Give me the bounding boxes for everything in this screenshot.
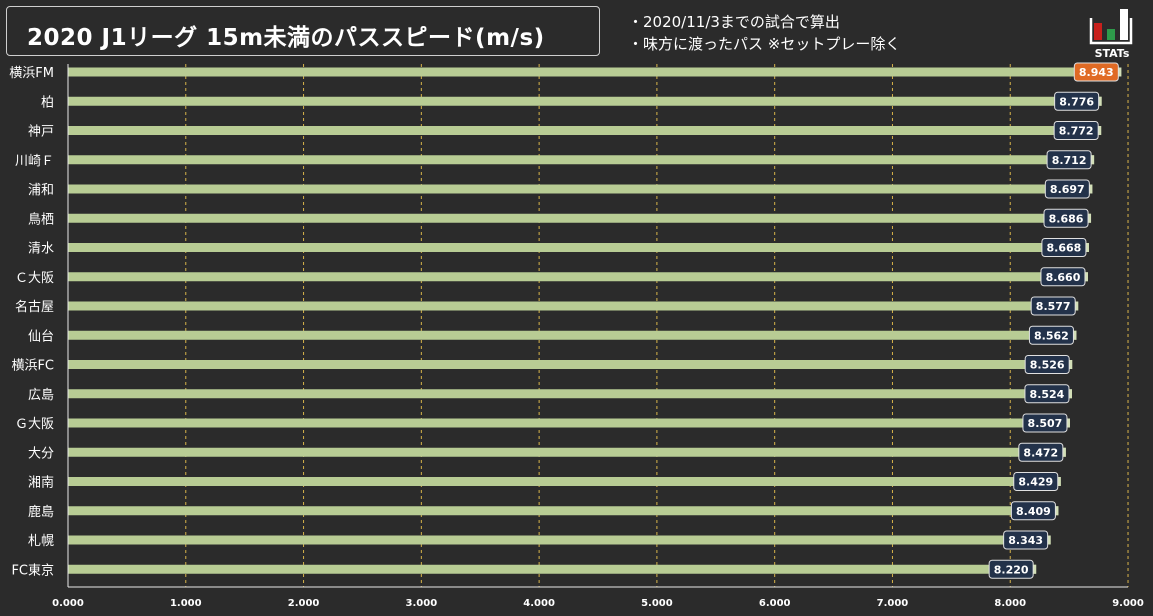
- category-label: 横浜FM: [9, 66, 54, 81]
- value-label: 8.429: [1018, 476, 1053, 489]
- bar: [68, 155, 1095, 165]
- bar: [68, 506, 1059, 516]
- value-label: 8.697: [1050, 183, 1085, 196]
- bar: [68, 126, 1102, 135]
- bar: [68, 330, 1077, 340]
- bar: [68, 301, 1079, 311]
- value-label: 8.772: [1059, 125, 1094, 138]
- x-tick-label: 2.000: [288, 598, 320, 609]
- bar: [68, 243, 1089, 252]
- value-label: 8.686: [1049, 212, 1084, 225]
- value-label: 8.712: [1052, 154, 1087, 167]
- value-label-box: [988, 559, 1034, 579]
- category-label: 神戸: [28, 125, 54, 140]
- value-label-box: [1046, 150, 1092, 170]
- category-label: 横浜FC: [11, 359, 54, 374]
- value-label-box: [1054, 91, 1100, 111]
- value-label-box: [1041, 238, 1087, 257]
- value-label: 8.776: [1059, 95, 1094, 108]
- bar: [68, 96, 1102, 106]
- category-label: 浦和: [28, 183, 54, 198]
- value-label-box: [1028, 325, 1074, 345]
- note-pass-condition: ・味方に渡ったパス ※セットプレー除く: [628, 35, 901, 53]
- category-label: 柏: [41, 95, 54, 110]
- category-label: 清水: [28, 242, 54, 257]
- value-label: 8.526: [1030, 359, 1065, 372]
- value-label: 8.409: [1016, 505, 1051, 518]
- value-label-box: [1024, 384, 1070, 404]
- title-box: 2020 J1リーグ 15m未満のパススピード(m/s): [6, 6, 600, 56]
- value-label-box: [1003, 530, 1049, 550]
- logo-text: STATs: [1095, 47, 1130, 60]
- value-label: 8.220: [994, 563, 1029, 576]
- value-label-box: [1022, 413, 1068, 433]
- bar: [68, 272, 1088, 282]
- note-date-range: ・2020/11/3までの試合で算出: [628, 13, 840, 31]
- bar: [68, 389, 1072, 399]
- category-label: 大分: [28, 446, 54, 461]
- bar: [68, 213, 1092, 223]
- value-label: 8.524: [1030, 388, 1065, 401]
- logo-red-bar: [1094, 23, 1102, 40]
- bar: [68, 535, 1051, 545]
- category-label: 湘南: [28, 475, 54, 491]
- x-tick-label: 4.000: [523, 598, 555, 609]
- x-tick-label: 0.000: [52, 598, 84, 609]
- value-label: 8.943: [1079, 66, 1114, 79]
- x-tick-label: 9.000: [1112, 598, 1144, 609]
- value-label-box: [1053, 121, 1099, 140]
- x-tick-label: 1.000: [170, 598, 202, 609]
- bar-layer: 8.943 8.776 8.772 8.712 8.697 8.686 8.668 8.660…: [68, 62, 1122, 579]
- value-label-box: [1040, 267, 1086, 287]
- x-tick-label: 7.000: [877, 598, 909, 609]
- category-label: 仙台: [28, 329, 54, 344]
- logo-green-bar: [1107, 29, 1115, 40]
- value-label-box: [1013, 472, 1059, 491]
- value-label: 8.562: [1034, 329, 1069, 342]
- value-label: 8.343: [1008, 534, 1043, 547]
- bar: [68, 477, 1061, 486]
- x-tick-label: 5.000: [641, 598, 673, 609]
- value-label-box: [1073, 62, 1119, 82]
- value-label-box: [1030, 296, 1076, 316]
- value-label: 8.472: [1023, 446, 1058, 459]
- value-label: 8.507: [1028, 417, 1063, 430]
- category-label: 川崎Ｆ: [15, 154, 54, 169]
- value-label-box: [1043, 208, 1089, 228]
- bar: [68, 447, 1066, 457]
- bar: [68, 360, 1073, 369]
- category-label: 広島: [28, 388, 54, 403]
- axis-layer: 0.000 1.000 2.000 3.000 4.000 5.000 6.000 7.000…: [9, 64, 1144, 609]
- logo-white-bar: [1120, 9, 1128, 40]
- bar: [68, 184, 1093, 194]
- stats-logo: STATs: [1089, 9, 1133, 60]
- bar: [68, 418, 1070, 428]
- bar: [68, 564, 1037, 574]
- category-label: Ｃ大阪: [15, 271, 54, 286]
- value-label: 8.668: [1047, 242, 1082, 255]
- value-label-box: [1010, 501, 1056, 521]
- chart-title: 2020 J1リーグ 15m未満のパススピード(m/s): [27, 25, 545, 51]
- category-label: Ｇ大阪: [15, 417, 54, 432]
- x-tick-label: 8.000: [994, 598, 1026, 609]
- category-label: 札幌: [28, 533, 54, 549]
- value-label: 8.577: [1036, 300, 1071, 313]
- x-tick-label: 3.000: [406, 598, 438, 609]
- value-label-box: [1018, 442, 1064, 462]
- category-label: 鳥栖: [28, 212, 54, 227]
- category-label: FC東京: [11, 562, 54, 578]
- category-label: 名古屋: [15, 299, 54, 315]
- value-label-box: [1044, 179, 1090, 199]
- x-tick-label: 6.000: [759, 598, 791, 609]
- value-label-box: [1024, 355, 1070, 374]
- value-label: 8.660: [1046, 271, 1081, 284]
- category-label: 鹿島: [28, 504, 54, 520]
- bar: [68, 67, 1122, 77]
